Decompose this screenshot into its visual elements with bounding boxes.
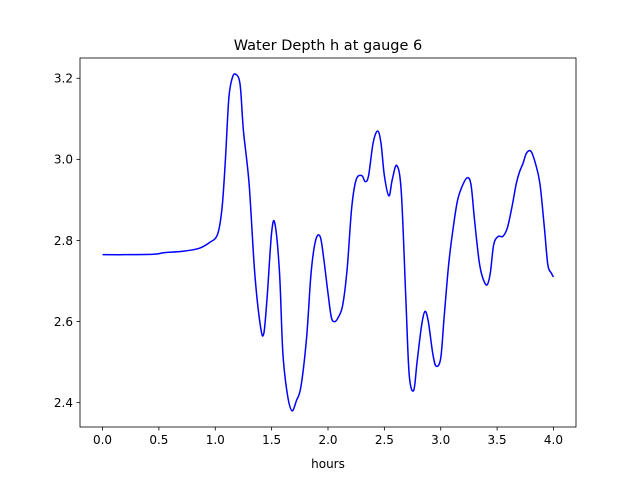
y-tick-label: 3.2 [54,72,73,86]
x-tick-label: 4.0 [544,433,563,447]
x-axis-title: hours [311,457,345,471]
y-tick-label: 2.4 [54,396,73,410]
x-tick-label: 2.5 [375,433,394,447]
series-layer [102,73,555,412]
y-axis: 2.4 2.6 2.8 3.0 3.2 [54,72,80,410]
y-tick-label: 2.8 [54,234,73,248]
x-tick-label: 2.0 [318,433,337,447]
chart-title: Water Depth h at gauge 6 [234,38,422,54]
x-axis: 0.0 0.5 1.0 1.5 2.0 2.5 3.0 3.5 4.0 [93,427,563,447]
x-tick-label: 0.0 [93,433,112,447]
x-tick-label: 1.5 [262,433,281,447]
y-tick-label: 2.6 [54,315,73,329]
x-tick-label: 0.5 [149,433,168,447]
plot-frame [79,57,577,428]
x-tick-label: 3.0 [431,433,450,447]
y-tick-label: 3.0 [54,153,73,167]
plot-area [79,57,577,428]
x-tick-label: 3.5 [488,433,507,447]
series-line-0 [102,73,555,412]
x-tick-label: 1.0 [206,433,225,447]
